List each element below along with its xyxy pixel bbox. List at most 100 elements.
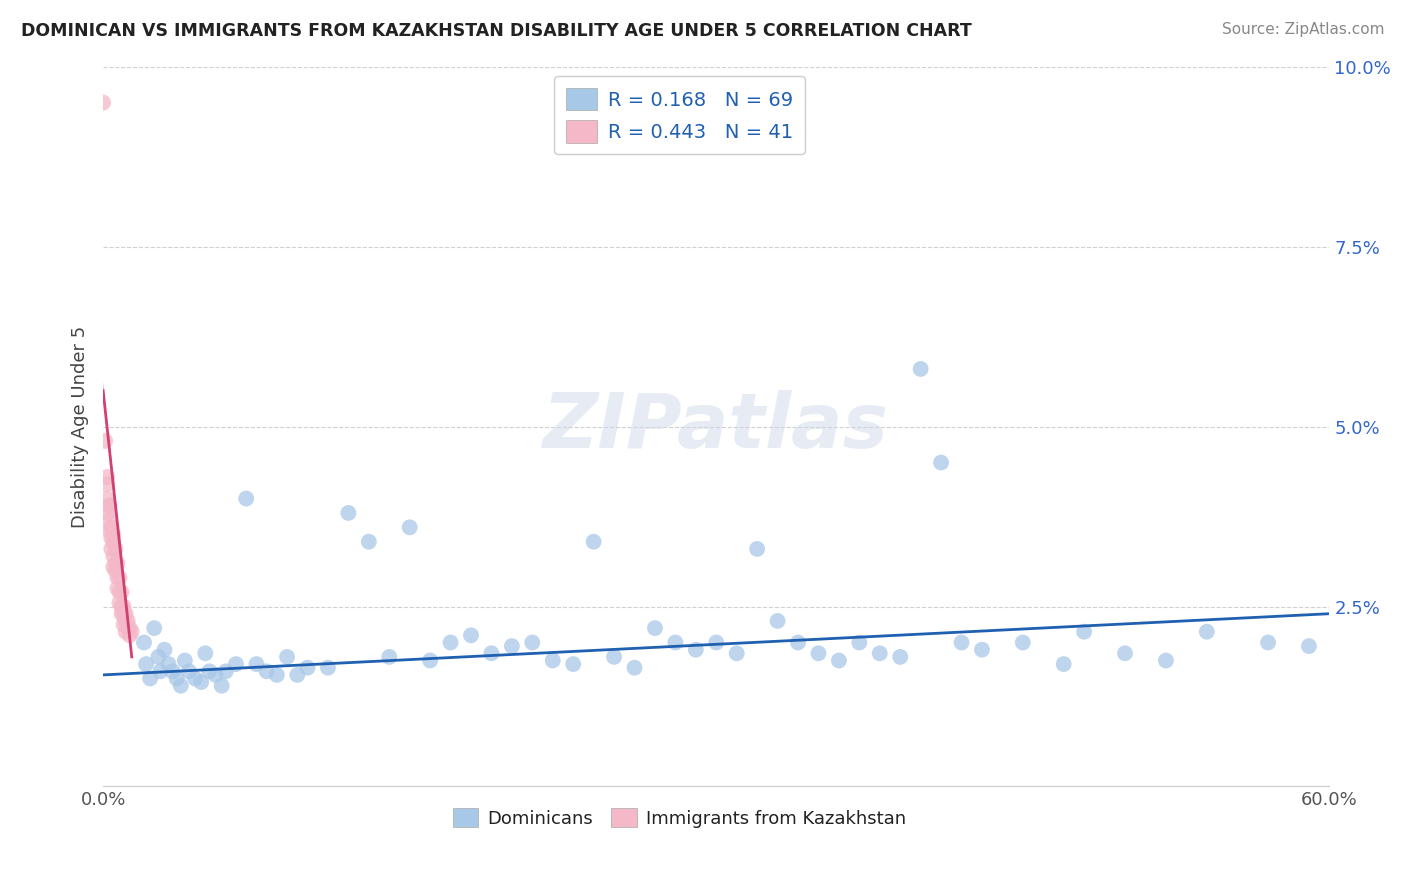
Point [950, 635, 973, 649]
Point [104, 564, 127, 578]
Point [98, 499, 121, 513]
Point [173, 653, 195, 667]
Point [215, 665, 238, 679]
Point [357, 534, 380, 549]
Point [132, 635, 155, 649]
Point [108, 596, 131, 610]
Text: Source: ZipAtlas.com: Source: ZipAtlas.com [1222, 22, 1385, 37]
Point [266, 668, 288, 682]
Point [117, 621, 139, 635]
Point [96, 491, 118, 506]
Point [190, 675, 212, 690]
Point [869, 646, 891, 660]
Point [162, 665, 184, 679]
Point [100, 520, 122, 534]
Point [98, 513, 121, 527]
Point [685, 642, 707, 657]
Point [1195, 624, 1218, 639]
Point [929, 456, 952, 470]
Point [100, 531, 122, 545]
Point [1257, 635, 1279, 649]
Point [96, 477, 118, 491]
Point [910, 362, 932, 376]
Point [276, 649, 298, 664]
Y-axis label: Disability Age Under 5: Disability Age Under 5 [72, 326, 89, 528]
Point [148, 649, 170, 664]
Point [766, 614, 789, 628]
Point [787, 635, 810, 649]
Point [114, 607, 136, 621]
Point [889, 649, 911, 664]
Point [96, 470, 118, 484]
Point [103, 549, 125, 563]
Point [107, 582, 129, 596]
Point [118, 628, 141, 642]
Point [316, 661, 339, 675]
Point [1154, 653, 1177, 667]
Point [211, 679, 233, 693]
Point [1073, 624, 1095, 639]
Point [103, 527, 125, 541]
Point [139, 672, 162, 686]
Point [439, 635, 461, 649]
Point [245, 657, 267, 672]
Point [970, 642, 993, 657]
Point [256, 665, 278, 679]
Point [1053, 657, 1076, 672]
Point [157, 657, 180, 672]
Point [828, 653, 851, 667]
Point [110, 585, 132, 599]
Point [98, 499, 121, 513]
Point [848, 635, 870, 649]
Point [108, 585, 131, 599]
Point [481, 646, 503, 660]
Point [135, 657, 157, 672]
Point [110, 599, 132, 614]
Point [149, 665, 172, 679]
Point [112, 617, 135, 632]
Point [184, 672, 207, 686]
Point [108, 571, 131, 585]
Point [96, 506, 118, 520]
Point [522, 635, 544, 649]
Point [103, 560, 125, 574]
Text: ZIPatlas: ZIPatlas [543, 390, 889, 464]
Point [204, 668, 226, 682]
Point [541, 653, 564, 667]
Point [198, 665, 221, 679]
Point [194, 646, 217, 660]
Point [170, 679, 193, 693]
Text: DOMINICAN VS IMMIGRANTS FROM KAZAKHSTAN DISABILITY AGE UNDER 5 CORRELATION CHART: DOMINICAN VS IMMIGRANTS FROM KAZAKHSTAN … [21, 22, 972, 40]
Point [419, 653, 441, 667]
Point [1011, 635, 1033, 649]
Point [107, 557, 129, 571]
Point [1114, 646, 1136, 660]
Point [1298, 639, 1320, 653]
Point [460, 628, 482, 642]
Point [725, 646, 748, 660]
Point [664, 635, 686, 649]
Point [704, 635, 727, 649]
Point [501, 639, 523, 653]
Point [747, 541, 769, 556]
Point [337, 506, 360, 520]
Point [121, 624, 143, 639]
Point [153, 642, 176, 657]
Point [225, 657, 247, 672]
Point [110, 607, 132, 621]
Point [623, 661, 645, 675]
Point [285, 668, 308, 682]
Point [104, 541, 127, 556]
Point [297, 661, 319, 675]
Point [103, 534, 125, 549]
Point [117, 614, 139, 628]
Point [582, 534, 605, 549]
Point [100, 520, 122, 534]
Point [235, 491, 257, 506]
Point [398, 520, 420, 534]
Point [177, 665, 200, 679]
Point [107, 571, 129, 585]
Point [112, 607, 135, 621]
Point [114, 624, 136, 639]
Point [118, 621, 141, 635]
